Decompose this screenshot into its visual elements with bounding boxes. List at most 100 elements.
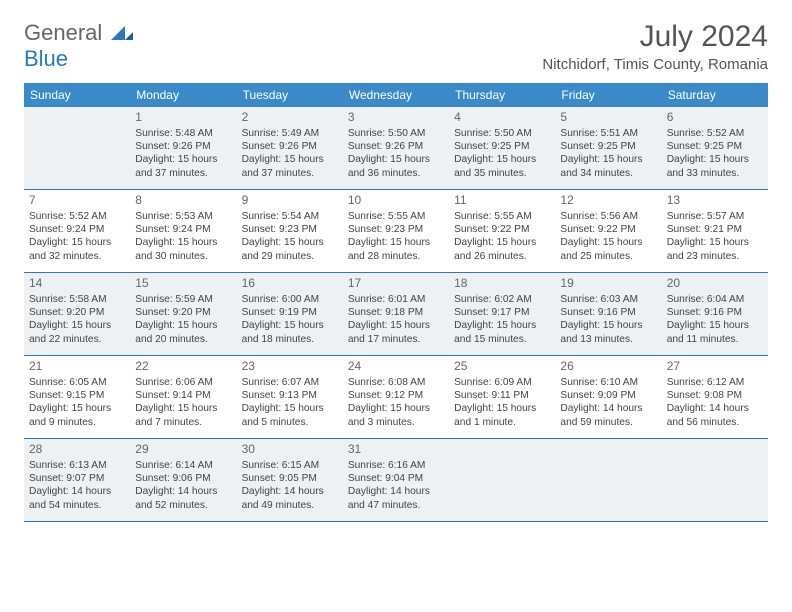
week-row: 7Sunrise: 5:52 AMSunset: 9:24 PMDaylight… bbox=[24, 190, 768, 273]
sunrise-text: Sunrise: 6:09 AM bbox=[454, 376, 550, 389]
calendar-cell: 12Sunrise: 5:56 AMSunset: 9:22 PMDayligh… bbox=[555, 190, 661, 272]
sunset-text: Sunset: 9:23 PM bbox=[242, 223, 338, 236]
day-number: 21 bbox=[29, 359, 125, 374]
day-number: 23 bbox=[242, 359, 338, 374]
daylight-text: Daylight: 15 hours and 20 minutes. bbox=[135, 319, 231, 345]
daylight-text: Daylight: 15 hours and 26 minutes. bbox=[454, 236, 550, 262]
day-number: 25 bbox=[454, 359, 550, 374]
daylight-text: Daylight: 15 hours and 23 minutes. bbox=[667, 236, 763, 262]
daylight-text: Daylight: 15 hours and 28 minutes. bbox=[348, 236, 444, 262]
sunrise-text: Sunrise: 5:59 AM bbox=[135, 293, 231, 306]
sunset-text: Sunset: 9:16 PM bbox=[667, 306, 763, 319]
calendar-cell: 18Sunrise: 6:02 AMSunset: 9:17 PMDayligh… bbox=[449, 273, 555, 355]
sunrise-text: Sunrise: 6:08 AM bbox=[348, 376, 444, 389]
calendar-cell: 26Sunrise: 6:10 AMSunset: 9:09 PMDayligh… bbox=[555, 356, 661, 438]
day-number: 15 bbox=[135, 276, 231, 291]
calendar: Sunday Monday Tuesday Wednesday Thursday… bbox=[24, 83, 768, 522]
daylight-text: Daylight: 15 hours and 11 minutes. bbox=[667, 319, 763, 345]
sunrise-text: Sunrise: 6:01 AM bbox=[348, 293, 444, 306]
week-row: 14Sunrise: 5:58 AMSunset: 9:20 PMDayligh… bbox=[24, 273, 768, 356]
calendar-cell: 14Sunrise: 5:58 AMSunset: 9:20 PMDayligh… bbox=[24, 273, 130, 355]
calendar-cell: 24Sunrise: 6:08 AMSunset: 9:12 PMDayligh… bbox=[343, 356, 449, 438]
logo-text-blue: Blue bbox=[24, 46, 68, 71]
sunrise-text: Sunrise: 5:54 AM bbox=[242, 210, 338, 223]
day-number: 29 bbox=[135, 442, 231, 457]
sunset-text: Sunset: 9:09 PM bbox=[560, 389, 656, 402]
day-header-saturday: Saturday bbox=[662, 83, 768, 107]
calendar-cell: 19 Sunrise: 6:03 AMSunset: 9:16 PMDayligh… bbox=[555, 273, 661, 355]
sunrise-text: Sunrise: 6:03 AM bbox=[560, 293, 656, 306]
logo: General Blue bbox=[24, 20, 133, 72]
day-number: 9 bbox=[242, 193, 338, 208]
week-row: 1Sunrise: 5:48 AMSunset: 9:26 PMDaylight… bbox=[24, 107, 768, 190]
sunrise-text: Sunrise: 6:12 AM bbox=[667, 376, 763, 389]
calendar-cell: 29Sunrise: 6:14 AMSunset: 9:06 PMDayligh… bbox=[130, 439, 236, 521]
daylight-text: Daylight: 15 hours and 7 minutes. bbox=[135, 402, 231, 428]
sunrise-text: Sunrise: 5:57 AM bbox=[667, 210, 763, 223]
daylight-text: Daylight: 14 hours and 56 minutes. bbox=[667, 402, 763, 428]
calendar-cell: 5Sunrise: 5:51 AMSunset: 9:25 PMDaylight… bbox=[555, 107, 661, 189]
calendar-cell: 27Sunrise: 6:12 AMSunset: 9:08 PMDayligh… bbox=[662, 356, 768, 438]
sunrise-text: Sunrise: 5:48 AM bbox=[135, 127, 231, 140]
sunset-text: Sunset: 9:15 PM bbox=[29, 389, 125, 402]
sunset-text: Sunset: 9:22 PM bbox=[560, 223, 656, 236]
day-number: 4 bbox=[454, 110, 550, 125]
calendar-cell: 10Sunrise: 5:55 AMSunset: 9:23 PMDayligh… bbox=[343, 190, 449, 272]
daylight-text: Daylight: 15 hours and 32 minutes. bbox=[29, 236, 125, 262]
day-number: 30 bbox=[242, 442, 338, 457]
daylight-text: Daylight: 14 hours and 54 minutes. bbox=[29, 485, 125, 511]
logo-icon bbox=[111, 20, 133, 46]
daylight-text: Daylight: 15 hours and 25 minutes. bbox=[560, 236, 656, 262]
calendar-cell bbox=[449, 439, 555, 521]
sunrise-text: Sunrise: 5:55 AM bbox=[348, 210, 444, 223]
day-number: 26 bbox=[560, 359, 656, 374]
day-number: 31 bbox=[348, 442, 444, 457]
day-number: 13 bbox=[667, 193, 763, 208]
day-number: 27 bbox=[667, 359, 763, 374]
sunrise-text: Sunrise: 6:04 AM bbox=[667, 293, 763, 306]
daylight-text: Daylight: 15 hours and 36 minutes. bbox=[348, 153, 444, 179]
daylight-text: Daylight: 15 hours and 30 minutes. bbox=[135, 236, 231, 262]
sunset-text: Sunset: 9:13 PM bbox=[242, 389, 338, 402]
day-number: 2 bbox=[242, 110, 338, 125]
day-number: 18 bbox=[454, 276, 550, 291]
daylight-text: Daylight: 15 hours and 13 minutes. bbox=[560, 319, 656, 345]
week-row: 28Sunrise: 6:13 AMSunset: 9:07 PMDayligh… bbox=[24, 439, 768, 522]
day-number: 28 bbox=[29, 442, 125, 457]
day-number: 5 bbox=[560, 110, 656, 125]
daylight-text: Daylight: 14 hours and 52 minutes. bbox=[135, 485, 231, 511]
sunset-text: Sunset: 9:17 PM bbox=[454, 306, 550, 319]
day-number: 3 bbox=[348, 110, 444, 125]
daylight-text: Daylight: 15 hours and 37 minutes. bbox=[242, 153, 338, 179]
sunset-text: Sunset: 9:23 PM bbox=[348, 223, 444, 236]
daylight-text: Daylight: 15 hours and 34 minutes. bbox=[560, 153, 656, 179]
sunset-text: Sunset: 9:19 PM bbox=[242, 306, 338, 319]
sunrise-text: Sunrise: 6:13 AM bbox=[29, 459, 125, 472]
day-number: 24 bbox=[348, 359, 444, 374]
sunrise-text: Sunrise: 6:06 AM bbox=[135, 376, 231, 389]
day-header-friday: Friday bbox=[555, 83, 661, 107]
sunset-text: Sunset: 9:16 PM bbox=[560, 306, 656, 319]
sunset-text: Sunset: 9:25 PM bbox=[454, 140, 550, 153]
calendar-cell: 15Sunrise: 5:59 AMSunset: 9:20 PMDayligh… bbox=[130, 273, 236, 355]
sunset-text: Sunset: 9:25 PM bbox=[667, 140, 763, 153]
day-header-sunday: Sunday bbox=[24, 83, 130, 107]
sunrise-text: Sunrise: 6:16 AM bbox=[348, 459, 444, 472]
sunrise-text: Sunrise: 6:05 AM bbox=[29, 376, 125, 389]
page-title: July 2024 bbox=[542, 20, 768, 54]
calendar-cell: 11Sunrise: 5:55 AMSunset: 9:22 PMDayligh… bbox=[449, 190, 555, 272]
day-number: 17 bbox=[348, 276, 444, 291]
sunrise-text: Sunrise: 5:49 AM bbox=[242, 127, 338, 140]
sunrise-text: Sunrise: 5:53 AM bbox=[135, 210, 231, 223]
location-label: Nitchidorf, Timis County, Romania bbox=[542, 56, 768, 73]
daylight-text: Daylight: 15 hours and 17 minutes. bbox=[348, 319, 444, 345]
calendar-cell: 13Sunrise: 5:57 AMSunset: 9:21 PMDayligh… bbox=[662, 190, 768, 272]
sunset-text: Sunset: 9:24 PM bbox=[29, 223, 125, 236]
sunrise-text: Sunrise: 6:10 AM bbox=[560, 376, 656, 389]
sunset-text: Sunset: 9:05 PM bbox=[242, 472, 338, 485]
sunset-text: Sunset: 9:11 PM bbox=[454, 389, 550, 402]
sunset-text: Sunset: 9:24 PM bbox=[135, 223, 231, 236]
day-number: 19 bbox=[560, 276, 656, 291]
daylight-text: Daylight: 15 hours and 37 minutes. bbox=[135, 153, 231, 179]
sunset-text: Sunset: 9:14 PM bbox=[135, 389, 231, 402]
